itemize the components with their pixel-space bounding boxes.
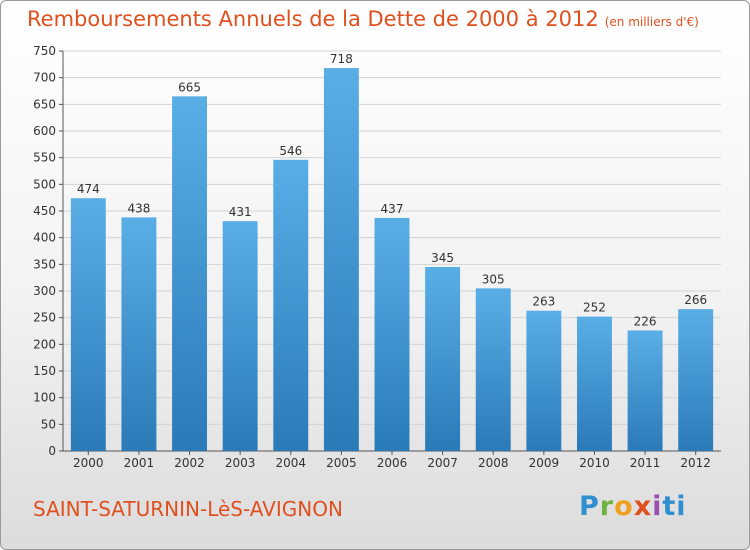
bar-value-label: 431: [229, 205, 252, 219]
y-tick-label: 200: [33, 337, 56, 351]
x-tick-label: 2008: [478, 456, 509, 470]
bar-value-label: 474: [77, 182, 100, 196]
bar: [576, 316, 612, 451]
bar: [172, 96, 208, 451]
y-tick-label: 300: [33, 284, 56, 298]
x-tick-label: 2009: [529, 456, 560, 470]
bar: [678, 309, 714, 451]
x-tick-label: 2007: [427, 456, 458, 470]
bar: [70, 198, 106, 451]
x-tick-label: 2012: [680, 456, 711, 470]
x-tick-label: 2005: [326, 456, 357, 470]
bar: [374, 217, 410, 451]
bar: [475, 288, 511, 451]
bar: [425, 267, 461, 451]
chart-title: Remboursements Annuels de la Dette de 20…: [27, 7, 699, 31]
y-tick-label: 700: [33, 71, 56, 85]
chart-title-text: Remboursements Annuels de la Dette de 20…: [27, 7, 599, 31]
y-tick-label: 0: [48, 444, 56, 458]
bar: [273, 159, 309, 452]
bar-value-label: 263: [532, 295, 555, 309]
bar-value-label: 226: [634, 314, 657, 328]
y-tick-label: 450: [33, 204, 56, 218]
bar-value-label: 438: [127, 201, 150, 215]
x-tick-label: 2006: [377, 456, 408, 470]
y-tick-label: 50: [41, 417, 56, 431]
proxiti-logo: Proxiti: [579, 491, 687, 522]
bar-value-label: 437: [381, 202, 404, 216]
bar-value-label: 345: [431, 251, 454, 265]
y-tick-label: 500: [33, 177, 56, 191]
bar: [526, 310, 562, 451]
y-tick-label: 750: [33, 44, 56, 58]
chart-unit: (en milliers d'€): [604, 15, 699, 29]
bar-value-label: 665: [178, 80, 201, 94]
bar-value-label: 718: [330, 52, 353, 66]
bar-value-label: 266: [684, 293, 707, 307]
x-tick-label: 2001: [124, 456, 155, 470]
y-tick-label: 250: [33, 311, 56, 325]
x-tick-label: 2000: [73, 456, 104, 470]
bar-value-label: 252: [583, 301, 606, 315]
y-tick-label: 550: [33, 151, 56, 165]
y-tick-label: 400: [33, 231, 56, 245]
y-tick-label: 150: [33, 364, 56, 378]
y-tick-label: 650: [33, 97, 56, 111]
bar: [222, 221, 258, 451]
bar: [323, 68, 359, 452]
bar-value-label: 305: [482, 272, 505, 286]
commune-name: SAINT-SATURNIN-LèS-AVIGNON: [33, 497, 343, 521]
x-tick-label: 2010: [579, 456, 610, 470]
x-tick-label: 2011: [630, 456, 661, 470]
bar: [121, 217, 157, 451]
y-tick-label: 600: [33, 124, 56, 138]
y-tick-label: 100: [33, 391, 56, 405]
x-tick-label: 2002: [174, 456, 205, 470]
x-tick-label: 2003: [225, 456, 256, 470]
bar-value-label: 546: [279, 144, 302, 158]
x-tick-label: 2004: [275, 456, 306, 470]
y-tick-label: 350: [33, 257, 56, 271]
bar: [627, 330, 663, 451]
